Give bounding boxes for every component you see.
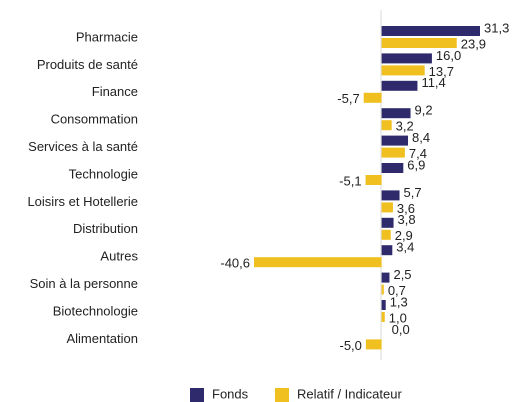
legend-swatch <box>190 388 204 402</box>
category-label: Finance <box>92 84 138 99</box>
bar <box>381 284 384 295</box>
category-label: Autres <box>100 249 138 264</box>
category-label: Produits de santé <box>37 57 138 72</box>
legend-swatch <box>275 388 289 402</box>
bar <box>381 108 411 119</box>
category-label: Services à la santé <box>28 139 138 154</box>
category-label: Consommation <box>51 112 138 127</box>
value-label: 13,7 <box>429 64 454 79</box>
value-label: 3,4 <box>396 240 414 255</box>
bar <box>381 120 392 131</box>
value-label: 6,9 <box>407 157 425 172</box>
value-label: 2,9 <box>395 228 413 243</box>
bar <box>365 339 382 350</box>
value-label: 8,4 <box>412 130 430 145</box>
legend-label: Fonds <box>212 386 249 401</box>
bar <box>381 26 480 36</box>
bar <box>381 312 385 322</box>
bar <box>381 300 386 310</box>
bar <box>381 190 400 201</box>
bar <box>381 38 457 48</box>
bar <box>381 80 418 91</box>
bar <box>381 272 390 283</box>
value-label: 0,0 <box>392 322 410 337</box>
value-label: 16,0 <box>436 48 461 63</box>
value-label: -5,0 <box>339 338 361 353</box>
legend-label: Relatif / Indicateur <box>297 386 402 401</box>
value-label: -40,6 <box>220 256 250 271</box>
value-label: 7,4 <box>409 146 427 161</box>
bar <box>381 147 405 158</box>
bar <box>363 92 382 103</box>
value-label: 0,7 <box>388 283 406 298</box>
category-label: Biotechnologie <box>53 303 138 318</box>
value-label: 5,7 <box>404 185 422 200</box>
category-label: Loisirs et Hotellerie <box>27 194 138 209</box>
value-label: 2,5 <box>393 267 411 282</box>
value-label: 11,4 <box>421 75 445 90</box>
bar <box>381 163 404 173</box>
value-label: 9,2 <box>415 103 433 118</box>
bar <box>381 135 409 146</box>
bar <box>381 217 394 228</box>
value-label: 1,3 <box>390 294 408 309</box>
category-label: Alimentation <box>66 331 138 346</box>
category-label: Pharmacie <box>76 29 138 44</box>
value-label: 23,9 <box>461 36 486 51</box>
bar <box>254 257 382 268</box>
value-label: 1,0 <box>389 310 407 325</box>
bar <box>381 229 391 240</box>
value-label: 3,8 <box>398 212 416 227</box>
value-label: 3,2 <box>396 119 414 134</box>
bar <box>381 65 425 76</box>
category-label: Technologie <box>69 166 138 181</box>
bar <box>381 202 393 213</box>
value-label: 31,3 <box>484 20 509 35</box>
bar <box>365 175 382 185</box>
category-label: Soin à la personne <box>30 276 138 291</box>
value-label: -5,1 <box>339 173 361 188</box>
bar <box>381 245 393 256</box>
bar <box>381 53 432 64</box>
category-label: Distribution <box>73 221 138 236</box>
value-label: -5,7 <box>337 91 359 106</box>
value-label: 3,6 <box>397 201 415 216</box>
